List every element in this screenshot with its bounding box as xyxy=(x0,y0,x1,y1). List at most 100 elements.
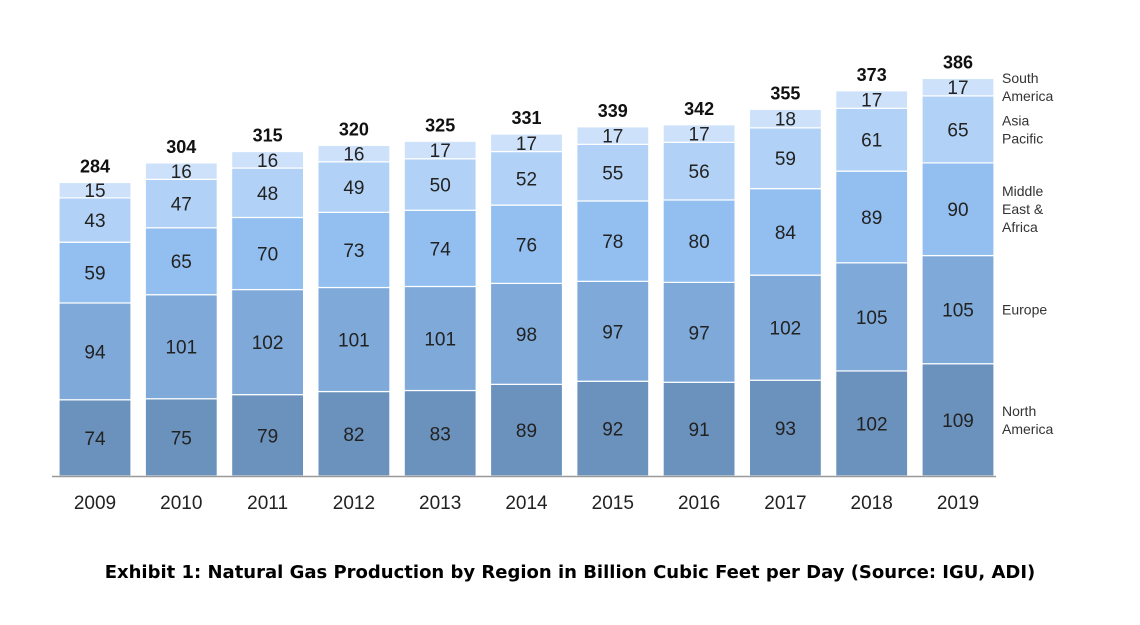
total-label: 331 xyxy=(511,108,541,128)
data-label: 48 xyxy=(257,184,278,205)
data-label: 74 xyxy=(430,239,452,260)
x-tick-label: 2016 xyxy=(678,493,720,514)
data-label: 17 xyxy=(430,141,451,162)
data-label: 109 xyxy=(942,411,974,432)
bar-segment xyxy=(748,127,823,190)
bar-segment xyxy=(317,390,391,477)
bar-segment xyxy=(403,140,477,160)
data-label: 90 xyxy=(947,200,968,221)
bar-segment xyxy=(317,286,391,393)
data-label: 17 xyxy=(861,91,882,112)
x-tick-label: 2019 xyxy=(937,493,979,514)
data-label: 76 xyxy=(516,235,537,256)
bar-segment xyxy=(921,95,995,164)
data-label: 102 xyxy=(252,333,284,354)
bar-segment xyxy=(317,161,391,213)
x-tick-label: 2013 xyxy=(419,493,461,514)
bar-segment xyxy=(58,399,132,477)
data-label: 15 xyxy=(84,181,105,202)
data-label: 50 xyxy=(430,176,451,197)
data-label: 16 xyxy=(343,145,364,166)
bar-segment xyxy=(317,144,391,163)
bar-segment xyxy=(835,90,909,109)
bar-segment xyxy=(58,302,132,401)
data-label: 101 xyxy=(165,338,197,359)
legend-label: South xyxy=(1002,70,1039,86)
data-label: 78 xyxy=(602,232,623,253)
data-label: 70 xyxy=(257,245,278,266)
bar-segment xyxy=(489,133,564,153)
legend-label: Africa xyxy=(1002,219,1038,235)
data-label: 79 xyxy=(257,426,278,447)
bar-segment xyxy=(576,143,650,202)
bar-segment xyxy=(144,227,218,296)
bar-segment xyxy=(921,363,995,477)
data-label: 73 xyxy=(343,241,364,262)
data-label: 105 xyxy=(856,308,888,329)
total-label: 320 xyxy=(339,119,369,139)
bar-segment xyxy=(231,216,305,291)
x-tick-label: 2018 xyxy=(851,493,893,514)
bar-segment xyxy=(748,379,823,477)
total-label: 339 xyxy=(598,101,628,121)
legend-label: Europe xyxy=(1002,302,1047,318)
data-label: 98 xyxy=(516,325,537,346)
data-label: 17 xyxy=(947,78,968,99)
x-tick-label: 2009 xyxy=(74,493,116,514)
data-label: 18 xyxy=(775,110,796,131)
bar-segment xyxy=(576,200,650,282)
data-label: 80 xyxy=(689,232,710,253)
legend-label: Pacific xyxy=(1002,130,1043,146)
data-label: 52 xyxy=(516,169,537,190)
bar-segment xyxy=(662,124,736,143)
bar-segment xyxy=(835,107,909,172)
bar-segment xyxy=(403,389,477,477)
bar-segment xyxy=(231,288,305,396)
data-label: 17 xyxy=(602,127,623,148)
data-label: 75 xyxy=(171,428,192,449)
data-label: 97 xyxy=(689,323,710,344)
bar-segment xyxy=(403,285,477,392)
data-label: 65 xyxy=(171,252,192,273)
data-label: 101 xyxy=(338,331,370,352)
bar-segment xyxy=(576,280,650,382)
data-label: 16 xyxy=(171,162,192,183)
bar-segment xyxy=(662,141,736,201)
data-label: 17 xyxy=(516,134,537,155)
total-label: 386 xyxy=(943,52,973,72)
data-label: 17 xyxy=(689,125,710,146)
bar-segment xyxy=(489,204,564,284)
total-label: 315 xyxy=(253,126,283,146)
total-label: 304 xyxy=(166,137,196,157)
data-label: 89 xyxy=(861,208,882,229)
data-label: 82 xyxy=(343,425,364,446)
bar-segment xyxy=(403,209,477,288)
data-label: 56 xyxy=(689,162,710,183)
data-label: 84 xyxy=(775,223,797,244)
total-label: 325 xyxy=(425,115,455,135)
data-label: 59 xyxy=(84,264,105,285)
bar-segment xyxy=(662,281,736,383)
x-tick-label: 2017 xyxy=(764,493,806,514)
bar-segment xyxy=(748,108,823,129)
bar-segment xyxy=(144,178,218,229)
total-label: 373 xyxy=(857,65,887,85)
bar-segment xyxy=(144,294,218,400)
total-label: 284 xyxy=(80,156,110,176)
data-label: 105 xyxy=(942,301,974,322)
legend-label: East & xyxy=(1002,201,1044,217)
bar-segment xyxy=(144,162,218,180)
bar-segment xyxy=(231,150,305,169)
data-label: 55 xyxy=(602,164,623,185)
bar-segment xyxy=(576,380,650,477)
bar-segment xyxy=(489,282,564,385)
bar-segment xyxy=(835,170,909,264)
bar-segment xyxy=(921,162,995,257)
bar-segment xyxy=(58,197,132,243)
legend-label: Asia xyxy=(1002,112,1029,128)
data-label: 43 xyxy=(84,211,105,232)
bar-segment xyxy=(835,370,909,477)
x-tick-label: 2011 xyxy=(247,493,288,514)
x-tick-label: 2015 xyxy=(592,493,634,514)
data-label: 47 xyxy=(171,195,192,216)
